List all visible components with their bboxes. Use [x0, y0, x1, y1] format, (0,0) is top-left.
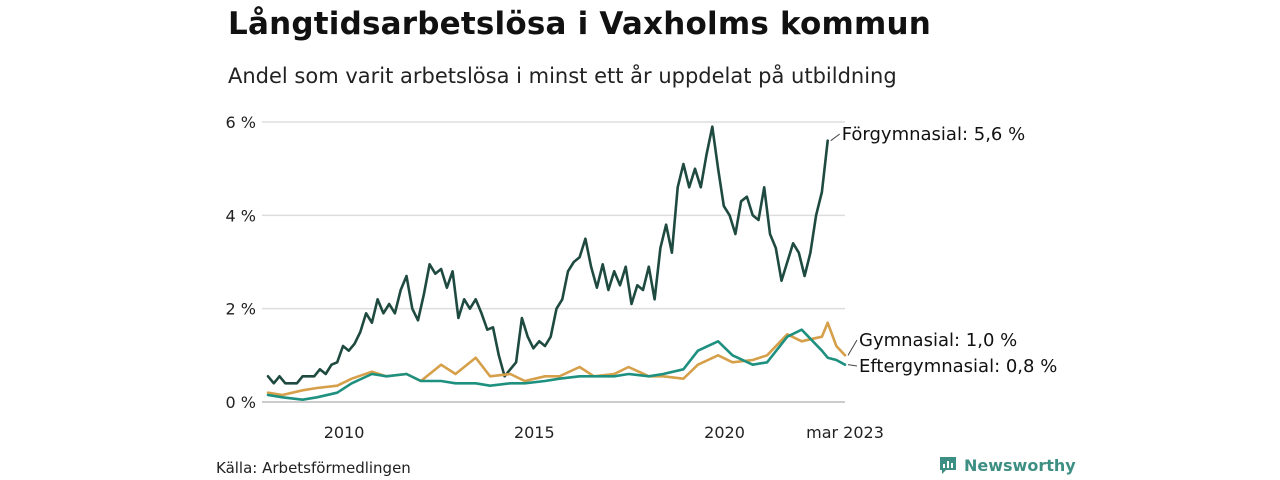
x-tick-label: 2010	[324, 423, 365, 442]
y-tick-label: 0 %	[226, 393, 256, 412]
series-label-leader	[847, 339, 858, 356]
series-label-leader	[830, 133, 840, 142]
series-end-label: Förgymnasial: 5,6 %	[842, 124, 1026, 145]
y-tick-label: 2 %	[226, 300, 256, 319]
y-tick-label: 4 %	[226, 206, 256, 225]
chart-subtitle: Andel som varit arbetslösa i minst ett å…	[228, 64, 897, 88]
x-tick-label: 2015	[514, 423, 555, 442]
series-end-label: Eftergymnasial: 0,8 %	[859, 356, 1057, 377]
source-note: Källa: Arbetsförmedlingen	[216, 459, 411, 477]
brand-logo: Newsworthy	[938, 455, 1076, 475]
brand-name: Newsworthy	[964, 455, 1076, 475]
y-tick-label: 6 %	[226, 113, 256, 132]
series-line-1	[266, 321, 847, 397]
x-tick-label: 2020	[704, 423, 745, 442]
chart-bubble-icon	[940, 457, 956, 474]
series-end-label: Gymnasial: 1,0 %	[859, 330, 1017, 351]
series-line-2	[266, 328, 847, 401]
x-tick-label: mar 2023	[806, 423, 884, 442]
series-label-leader	[847, 364, 858, 367]
chart-title: Långtidsarbetslösa i Vaxholms kommun	[228, 6, 931, 42]
series-line-0	[266, 125, 829, 385]
